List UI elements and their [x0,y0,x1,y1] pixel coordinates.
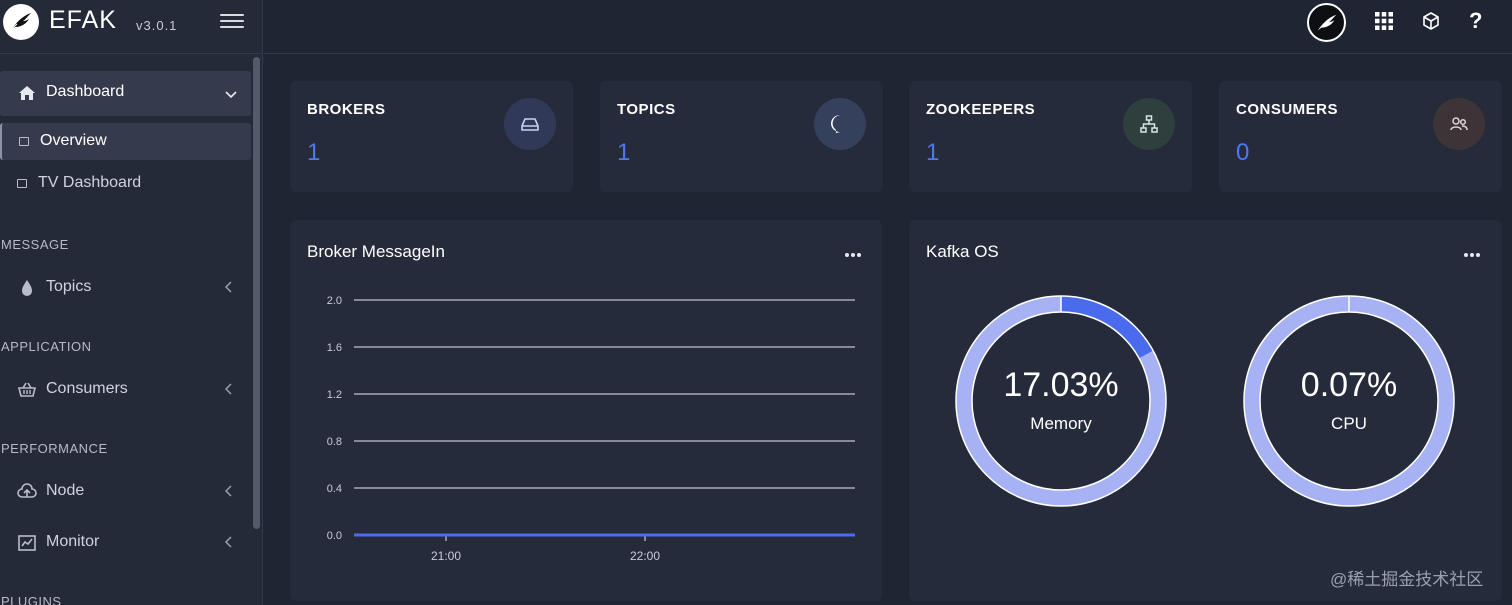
sidebar-item-topics[interactable]: Topics [0,269,251,307]
panel-title: Broker MessageIn [307,242,445,261]
line-chart-icon [18,535,36,551]
x-tick-label: 22:00 [630,549,660,563]
stat-title: CONSUMERS [1236,101,1339,118]
memory-value: 17.03% [1003,366,1119,404]
sidebar-item-label: Monitor [46,533,100,550]
stat-title: BROKERS [307,101,386,118]
sidebar-item-tv-dashboard[interactable]: TV Dashboard [0,165,251,202]
chevron-down-icon [225,91,237,99]
topbar [264,0,1512,54]
stat-value: 1 [926,139,940,166]
chevron-left-icon [224,383,232,395]
chevron-left-icon [224,281,232,293]
help-icon[interactable]: ? [1469,8,1483,33]
broker-messagein-panel: Broker MessageIn 2.0 1.6 1.2 0.8 0.4 0.0 21:00… [290,220,882,601]
cpu-gauge: 0.07% CPU [1242,294,1456,508]
section-label-performance: PERFORMANCE [1,441,108,456]
sidebar: EFAK v3.0.1 Dashboard Overview TV Dashbo… [0,0,263,605]
x-tick-label: 21:00 [431,549,461,563]
chevron-left-icon [224,536,232,548]
broker-messagein-chart: 2.0 1.6 1.2 0.8 0.4 0.0 21:00 22:00 [327,295,855,563]
brand-name: EFAK [49,6,117,34]
brand-header: EFAK v3.0.1 [0,0,263,54]
messenger-icon [814,98,866,150]
stat-value: 1 [307,139,321,166]
y-tick-label: 1.2 [327,389,342,401]
efak-logo-icon[interactable] [3,4,39,40]
sidebar-item-consumers[interactable]: Consumers [0,371,251,409]
stat-value: 1 [617,139,631,166]
apps-grid-icon[interactable] [1374,11,1394,31]
monitor-icon [17,179,27,188]
y-tick-label: 0.8 [327,436,342,448]
sidebar-item-dashboard[interactable]: Dashboard [0,71,251,116]
more-options-icon[interactable] [845,244,865,258]
stat-title: ZOOKEEPERS [926,101,1036,118]
y-tick-label: 0.4 [327,483,342,495]
sitemap-icon [1123,98,1175,150]
avatar-logo-icon[interactable] [1307,3,1346,42]
monitor-icon [19,137,29,146]
menu-toggle-icon[interactable] [220,10,244,32]
cloud-upload-icon [17,483,37,498]
section-label-application: APPLICATION [1,339,92,354]
cpu-label: CPU [1331,414,1367,433]
panel-title: Kafka OS [926,242,999,261]
stat-card-brokers[interactable]: BROKERS 1 [290,81,573,192]
chevron-left-icon [224,485,232,497]
sidebar-item-label: TV Dashboard [38,174,142,191]
memory-gauge: 17.03% Memory [954,294,1168,508]
brand-version: v3.0.1 [136,18,178,33]
sidebar-item-label: Dashboard [46,83,125,100]
watermark: @稀土掘金技术社区 [1330,570,1484,589]
box-icon[interactable] [1421,11,1441,31]
home-icon [19,86,35,100]
stat-card-consumers[interactable]: CONSUMERS 0 [1219,81,1502,192]
section-label-message: MESSAGE [1,237,69,252]
basket-icon [17,382,37,397]
sidebar-item-label: Overview [40,132,107,149]
y-tick-label: 0.0 [327,530,342,542]
sidebar-item-label: Node [46,482,85,499]
stat-value: 0 [1236,139,1250,166]
section-label-plugins: PLUGINS [1,594,62,605]
sidebar-item-monitor[interactable]: Monitor [0,524,251,562]
stat-card-topics[interactable]: TOPICS 1 [600,81,883,192]
sidebar-item-label: Consumers [46,380,128,397]
sidebar-scrollbar[interactable] [253,57,260,529]
sidebar-item-node[interactable]: Node [0,473,251,511]
droplet-icon [22,280,32,296]
sidebar-item-overview[interactable]: Overview [0,123,251,160]
y-tick-label: 2.0 [327,295,342,307]
memory-label: Memory [1030,414,1092,433]
more-options-icon[interactable] [1464,244,1484,258]
users-icon [1433,98,1485,150]
stat-card-zookeepers[interactable]: ZOOKEEPERS 1 [909,81,1192,192]
cpu-value: 0.07% [1300,366,1398,404]
y-tick-label: 1.6 [327,342,342,354]
kafka-os-panel: Kafka OS 17.03% Memory 0.07% CPU [909,220,1502,601]
sidebar-item-label: Topics [46,278,92,295]
hard-drive-icon [504,98,556,150]
stat-title: TOPICS [617,101,676,118]
